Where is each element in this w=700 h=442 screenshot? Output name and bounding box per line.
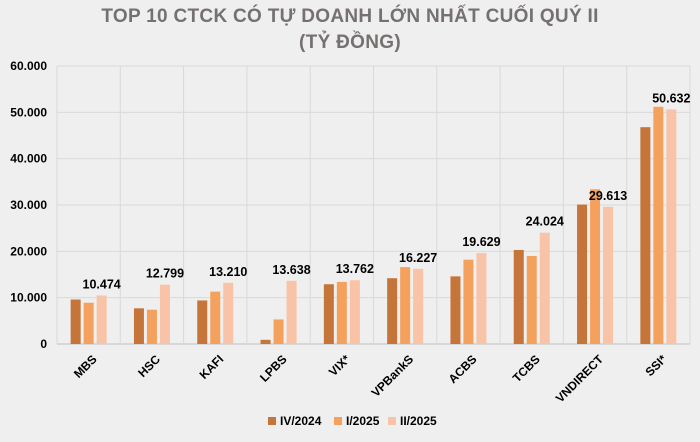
legend-swatch xyxy=(388,417,396,425)
bar-I-2025 xyxy=(146,309,157,344)
x-tick-label: KAFI xyxy=(197,352,227,382)
bar-I-2025 xyxy=(336,281,347,344)
chart-title: TOP 10 CTCK CÓ TỰ DOANH LỚN NHẤT CUỐI QU… xyxy=(101,6,599,27)
bar-IV-2024 xyxy=(640,127,651,344)
bar-II-2025 xyxy=(413,268,424,344)
bar-IV-2024 xyxy=(70,299,81,344)
bar-IV-2024 xyxy=(197,300,208,344)
x-tick-label: ACBS xyxy=(446,352,480,386)
bar-IV-2024 xyxy=(577,204,588,344)
data-label: 16.227 xyxy=(399,251,437,265)
bar-II-2025 xyxy=(349,280,360,344)
bar-II-2025 xyxy=(286,280,297,344)
y-tick-label: 60.000 xyxy=(10,59,47,73)
data-label: 13.210 xyxy=(209,265,247,279)
legend-swatch xyxy=(268,417,276,425)
bar-IV-2024 xyxy=(323,284,334,344)
y-tick-label: 50.000 xyxy=(10,105,47,119)
x-tick-label: VNDIRECT xyxy=(553,352,607,406)
bar-II-2025 xyxy=(603,206,614,344)
bar-II-2025 xyxy=(476,253,487,344)
bar-I-2025 xyxy=(210,291,221,344)
bar-II-2025 xyxy=(159,284,170,344)
bar-I-2025 xyxy=(273,319,284,344)
bar-I-2025 xyxy=(83,302,94,344)
bar-IV-2024 xyxy=(133,308,144,344)
bar-IV-2024 xyxy=(450,276,461,344)
bar-I-2025 xyxy=(590,189,601,344)
data-label: 19.629 xyxy=(462,235,500,249)
bar-II-2025 xyxy=(96,295,107,344)
bar-I-2025 xyxy=(463,259,474,344)
x-tick-label: VIX* xyxy=(326,352,353,379)
x-tick-label: TCBS xyxy=(510,352,543,385)
chart-subtitle: (TỶ ĐỒNG) xyxy=(299,32,401,53)
legend-label: IV/2024 xyxy=(280,414,322,428)
x-tick-label: VPBankS xyxy=(369,352,417,400)
data-label: 13.762 xyxy=(336,262,374,276)
y-tick-label: 30.000 xyxy=(10,198,47,212)
y-tick-label: 10.000 xyxy=(10,291,47,305)
bar-I-2025 xyxy=(653,106,664,344)
bar-IV-2024 xyxy=(513,249,524,344)
bar-I-2025 xyxy=(526,255,537,344)
y-tick-label: 40.000 xyxy=(10,152,47,166)
data-label: 29.613 xyxy=(589,189,627,203)
bar-IV-2024 xyxy=(260,339,271,344)
bar-IV-2024 xyxy=(387,278,398,344)
bar-II-2025 xyxy=(666,109,677,345)
x-tick-label: LPBS xyxy=(257,352,290,385)
data-label: 24.024 xyxy=(526,215,564,229)
data-label: 13.638 xyxy=(272,263,310,277)
data-label: 50.632 xyxy=(652,91,690,105)
x-tick-label: MBS xyxy=(71,352,100,381)
data-label: 10.474 xyxy=(83,277,121,291)
bar-I-2025 xyxy=(400,267,411,344)
y-tick-label: 0 xyxy=(40,337,47,351)
y-tick-label: 20.000 xyxy=(10,244,47,258)
bar-II-2025 xyxy=(539,232,550,344)
legend-swatch xyxy=(334,417,342,425)
x-tick-label: SSI* xyxy=(643,352,670,379)
data-label: 12.799 xyxy=(146,267,184,281)
legend-label: II/2025 xyxy=(400,414,437,428)
bar-II-2025 xyxy=(223,282,234,344)
x-tick-label: HSC xyxy=(135,352,163,380)
legend-label: I/2025 xyxy=(346,414,380,428)
